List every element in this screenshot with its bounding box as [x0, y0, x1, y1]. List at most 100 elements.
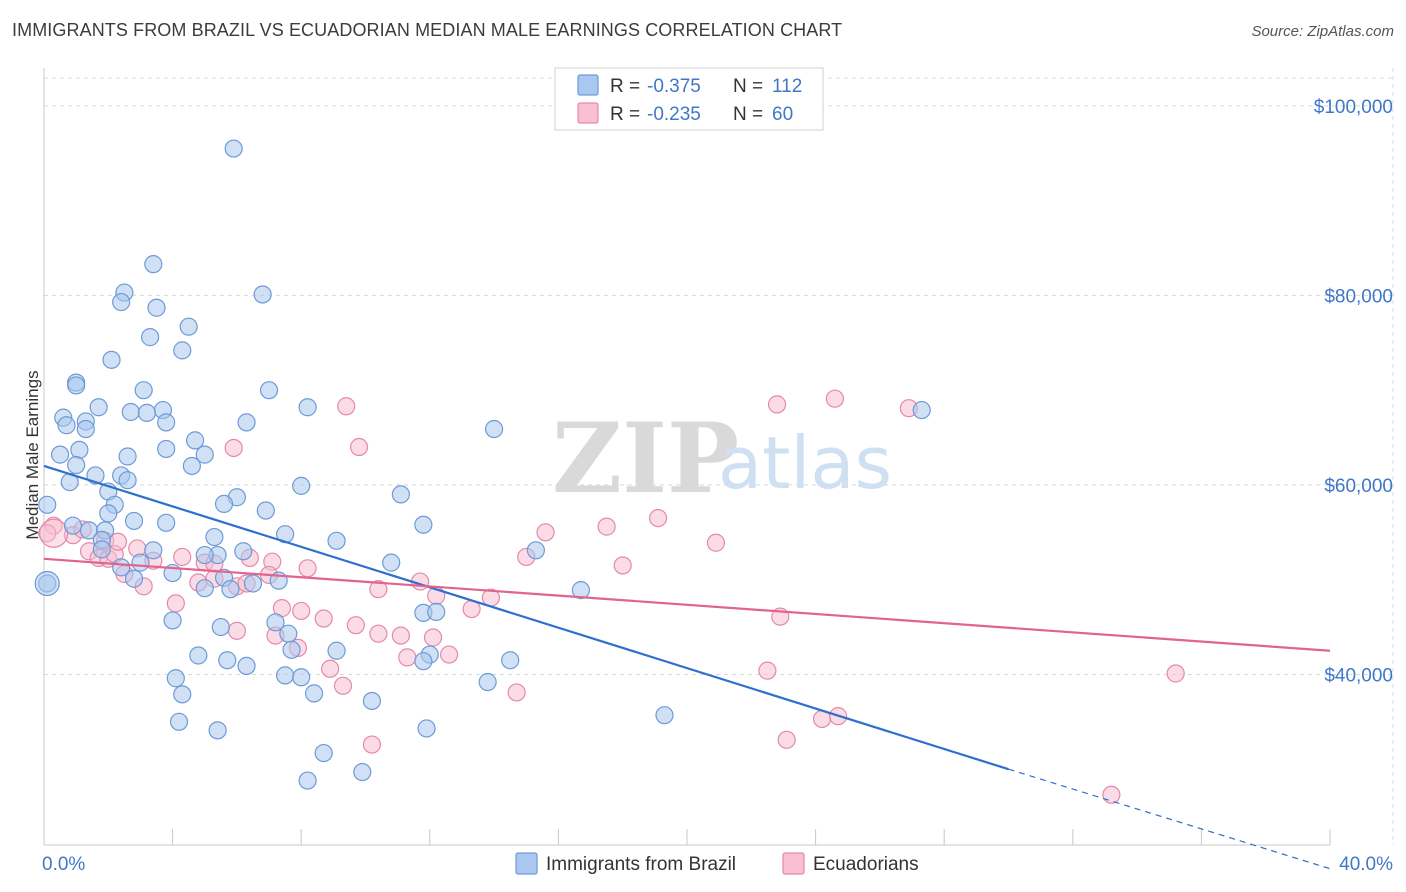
y-axis-label: Median Male Earnings — [23, 370, 42, 539]
source-credit: Source: ZipAtlas.com — [1251, 23, 1394, 40]
brazil-point — [218, 651, 237, 670]
ecuadorians-point — [349, 437, 369, 457]
brazil-point — [208, 721, 227, 740]
stats-legend: R = -0.375 N = 112 R = -0.235 N = 60 — [554, 67, 824, 131]
brazil-point — [414, 652, 433, 671]
brazil-point — [655, 706, 674, 725]
brazil-point — [166, 669, 185, 688]
ecuadorians-point — [423, 628, 443, 647]
brazil-point — [57, 416, 76, 435]
brazil-point — [118, 447, 137, 466]
y-tick-label: $60,000 — [1324, 476, 1393, 497]
brazil-point — [124, 569, 144, 588]
brazil-point — [112, 292, 131, 312]
brazil-point — [224, 139, 243, 158]
legend-swatch-brazil — [577, 74, 599, 96]
brazil-point — [501, 651, 520, 670]
ecuadorians-point — [362, 735, 382, 754]
ecuadorians-point — [292, 601, 311, 621]
brazil-point — [237, 656, 256, 676]
ecuadorians-point — [346, 616, 365, 635]
brazil-point — [298, 771, 317, 790]
brazil-point — [63, 516, 83, 535]
ecuadorians-point — [825, 389, 844, 408]
y-tick-label: $100,000 — [1314, 97, 1393, 118]
brazil-point — [76, 419, 95, 439]
stats-legend-frame — [554, 67, 824, 131]
ecuadorians-point — [321, 659, 340, 678]
brazil-point — [292, 476, 311, 495]
ecuadorians-point — [613, 556, 632, 575]
brazil-point — [195, 545, 214, 565]
ecuadorians-point — [439, 645, 459, 664]
brazil-point — [102, 350, 121, 369]
series-legend-label-brazil: Immigrants from Brazil — [546, 854, 736, 875]
brazil-point — [292, 668, 311, 687]
series-legend: Immigrants from Brazil Ecuadorians — [515, 852, 919, 875]
legend-r-value-ecuadorians: -0.235 — [647, 104, 701, 125]
brazil-point — [173, 341, 192, 360]
brazil-point — [169, 712, 189, 731]
brazil-point — [237, 413, 256, 432]
ecuadorians-point — [398, 648, 417, 667]
ecuadorians-trend-line — [43, 557, 1331, 652]
ecuadorians-point — [767, 395, 787, 414]
x-tick-label-min: 0.0% — [42, 854, 85, 875]
brazil-point — [34, 570, 60, 597]
legend-r-value-brazil: -0.375 — [647, 76, 701, 97]
brazil-points — [34, 139, 931, 790]
brazil-point — [134, 381, 153, 400]
brazil-point — [89, 398, 108, 417]
ecuadorians-point — [38, 524, 57, 543]
brazil-trend-line — [43, 464, 1009, 771]
brazil-point — [147, 298, 166, 317]
brazil-point — [186, 431, 205, 450]
brazil-point — [157, 413, 176, 432]
ecuadorians-point — [706, 533, 726, 552]
legend-n-value-ecuadorians: 60 — [772, 104, 793, 125]
ecuadorians-point — [166, 594, 185, 613]
brazil-point — [70, 440, 89, 459]
ecuadorians-point — [777, 730, 796, 749]
series-legend-swatch-brazil — [515, 852, 538, 875]
ecuadorians-point — [648, 508, 668, 528]
ecuadorians-point — [1166, 664, 1185, 683]
brazil-point — [243, 574, 263, 593]
chart-title: IMMIGRANTS FROM BRAZIL VS ECUADORIAN MED… — [12, 20, 843, 40]
brazil-point — [67, 376, 86, 395]
series-legend-label-ecuadorians: Ecuadorians — [813, 854, 919, 875]
brazil-point — [50, 445, 70, 464]
brazil-point — [38, 495, 57, 514]
brazil-point — [259, 381, 279, 400]
watermark-zip: ZIP — [552, 402, 739, 515]
brazil-point — [121, 402, 140, 422]
brazil-point — [279, 624, 298, 643]
ecuadorians-point — [173, 547, 192, 567]
ecuadorians-point — [536, 523, 555, 542]
ecuadorians-point — [298, 559, 317, 578]
brazil-point — [182, 456, 201, 476]
brazil-point — [163, 611, 182, 630]
ecuadorians-point — [314, 609, 333, 628]
y-tick-label: $80,000 — [1324, 286, 1393, 307]
brazil-point — [256, 501, 275, 520]
watermark: ZIP atlas — [552, 402, 892, 515]
y-tick-labels: $40,000 $60,000 $80,000 $100,000 — [1314, 97, 1393, 687]
brazil-point — [205, 527, 224, 547]
legend-r-label-brazil: R = — [610, 76, 640, 97]
ecuadorians-point — [507, 683, 526, 702]
brazil-point — [157, 439, 176, 459]
brazil-point — [144, 541, 163, 560]
ecuadorians-point — [333, 676, 353, 695]
brazil-point — [253, 285, 272, 304]
ecuadorians-point — [391, 626, 410, 645]
brazil-point — [571, 581, 591, 600]
ecuadorians-point — [758, 661, 777, 680]
legend-n-value-brazil: 112 — [772, 76, 802, 97]
brazil-point — [266, 613, 285, 632]
brazil-point — [173, 685, 192, 704]
ecuadorians-point — [597, 517, 616, 536]
ecuadorians-point — [227, 621, 246, 640]
brazil-point — [353, 762, 372, 782]
brazil-point — [92, 540, 111, 559]
